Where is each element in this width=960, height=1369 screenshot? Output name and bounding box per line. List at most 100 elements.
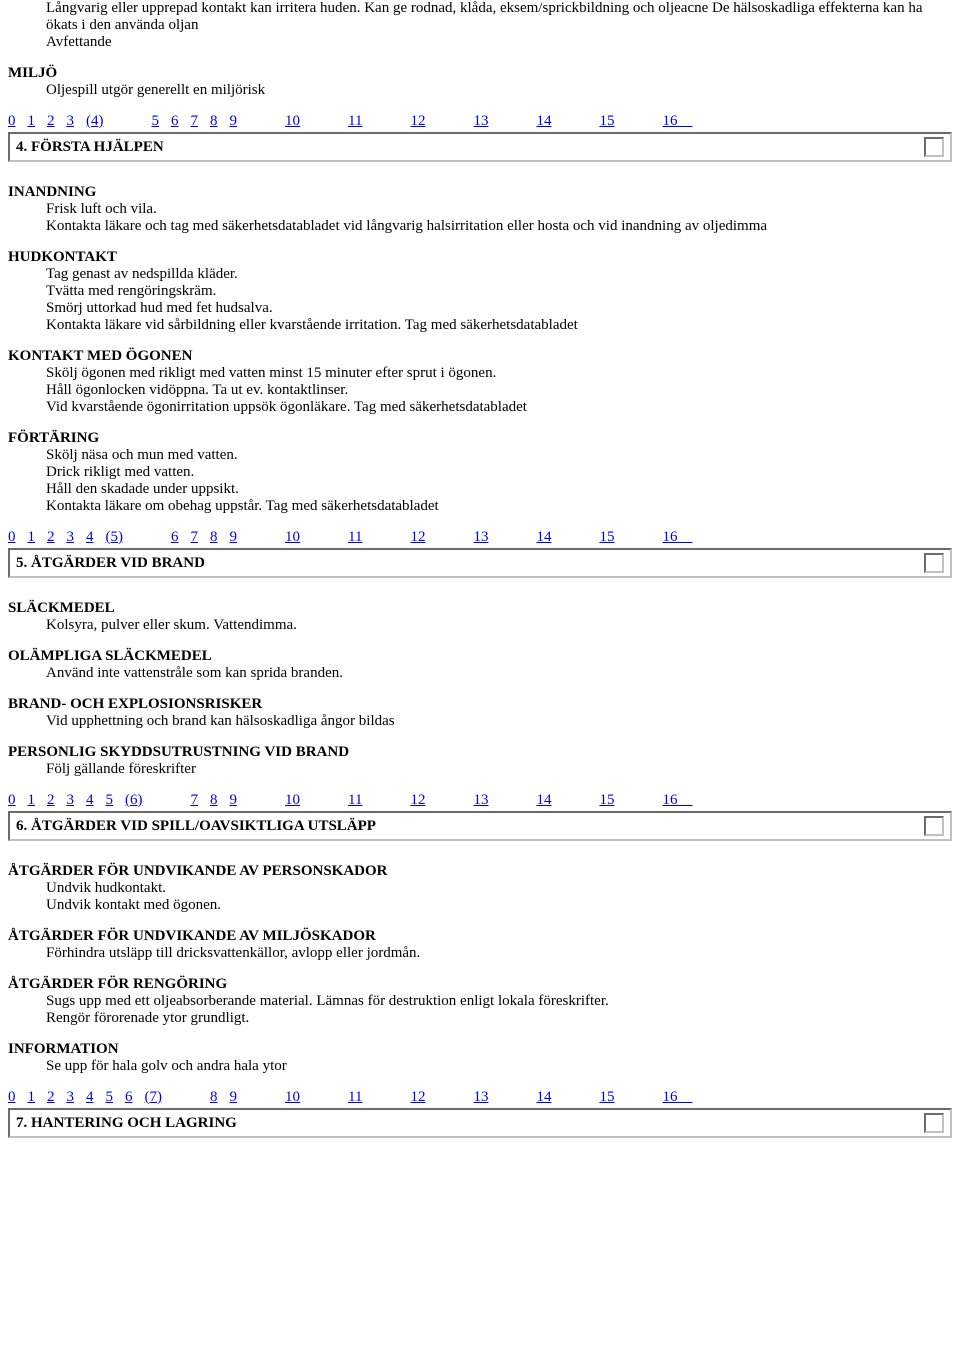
s6-l2: Förhindra utsläpp till dricksvattenkällo…	[8, 945, 952, 962]
nav-link[interactable]: 0	[8, 529, 16, 545]
s6-h1: ÅTGÄRDER FÖR UNDVIKANDE AV PERSONSKADOR	[8, 863, 952, 880]
nav-link[interactable]: 10	[285, 1089, 300, 1105]
nav-link[interactable]: 3	[67, 529, 75, 545]
nav-link[interactable]: 13	[473, 529, 488, 545]
nav-link[interactable]: 14	[536, 1089, 551, 1105]
nav-link[interactable]: 14	[536, 792, 551, 808]
nav-link[interactable]: 1	[28, 1089, 36, 1105]
nav-link[interactable]: 0	[8, 792, 16, 808]
nav-link[interactable]: 15	[599, 1089, 614, 1105]
s4-l1b: Kontakta läkare och tag med säkerhetsdat…	[8, 218, 952, 235]
nav-link[interactable]: 16	[662, 529, 677, 545]
nav-link[interactable]: 0	[8, 1089, 16, 1105]
s4-l4c: Håll den skadade under uppsikt.	[8, 481, 952, 498]
nav-link[interactable]: 8	[210, 1089, 218, 1105]
nav-link[interactable]: (6)	[125, 792, 143, 808]
nav-tail[interactable]	[677, 529, 692, 545]
s4-l3b: Håll ögonlocken vidöppna. Ta ut ev. kont…	[8, 382, 952, 399]
nav-link[interactable]: 12	[410, 529, 425, 545]
nav-tail[interactable]	[677, 113, 692, 129]
nav-link[interactable]: 8	[210, 113, 218, 129]
nav-link[interactable]: 1	[28, 792, 36, 808]
collapse-box-icon[interactable]	[924, 553, 944, 573]
nav-link[interactable]: 13	[473, 113, 488, 129]
s4-l2d: Kontakta läkare vid sårbildning eller kv…	[8, 317, 952, 334]
nav-link[interactable]: 13	[473, 1089, 488, 1105]
collapse-box-icon[interactable]	[924, 137, 944, 157]
top-line1: Långvarig eller upprepad kontakt kan irr…	[8, 0, 952, 34]
nav-tail[interactable]	[677, 792, 692, 808]
nav-link[interactable]: 12	[410, 1089, 425, 1105]
nav-link[interactable]: 4	[86, 792, 94, 808]
nav-link[interactable]: 5	[106, 1089, 114, 1105]
nav-link[interactable]: 13	[473, 792, 488, 808]
nav-link[interactable]: 2	[47, 113, 55, 129]
env-line: Oljespill utgör generellt en miljörisk	[8, 82, 952, 99]
nav-link[interactable]: 16	[662, 792, 677, 808]
nav-link[interactable]: 1	[28, 113, 36, 129]
nav-link[interactable]: 2	[47, 792, 55, 808]
nav-link[interactable]: 10	[285, 792, 300, 808]
nav-link[interactable]: 15	[599, 529, 614, 545]
s5-l2: Använd inte vattenstråle som kan sprida …	[8, 665, 952, 682]
nav-link[interactable]: 3	[67, 113, 75, 129]
nav-link[interactable]: (4)	[86, 113, 104, 129]
nav-link[interactable]: 10	[285, 529, 300, 545]
collapse-box-icon[interactable]	[924, 1113, 944, 1133]
nav-link[interactable]: (7)	[145, 1089, 163, 1105]
nav-link[interactable]: 11	[348, 113, 362, 129]
s5-h1: SLÄCKMEDEL	[8, 600, 952, 617]
s5-h4: PERSONLIG SKYDDSUTRUSTNING VID BRAND	[8, 744, 952, 761]
nav-link[interactable]: 2	[47, 529, 55, 545]
section-nav-7: 0123456(7)8910111213141516	[8, 1089, 952, 1106]
s5-h3: BRAND- OCH EXPLOSIONSRISKER	[8, 696, 952, 713]
nav-link[interactable]: 3	[67, 792, 75, 808]
nav-link[interactable]: 4	[86, 529, 94, 545]
section-nav-6: 012345(6)78910111213141516	[8, 792, 952, 809]
nav-tail[interactable]	[677, 1089, 692, 1105]
nav-link[interactable]: 14	[536, 529, 551, 545]
s4-h4: FÖRTÄRING	[8, 430, 952, 447]
nav-link[interactable]: 7	[191, 529, 199, 545]
nav-link[interactable]: 16	[662, 113, 677, 129]
nav-link[interactable]: 11	[348, 1089, 362, 1105]
nav-link[interactable]: 8	[210, 529, 218, 545]
nav-link[interactable]: 2	[47, 1089, 55, 1105]
s6-l3a: Sugs upp med ett oljeabsorberande materi…	[8, 993, 952, 1010]
nav-link[interactable]: (5)	[106, 529, 124, 545]
nav-link[interactable]: 6	[171, 113, 179, 129]
s6-l3b: Rengör förorenade ytor grundligt.	[8, 1010, 952, 1027]
nav-link[interactable]: 6	[171, 529, 179, 545]
nav-link[interactable]: 8	[210, 792, 218, 808]
section-bar-5: 5. ÅTGÄRDER VID BRAND	[8, 548, 952, 578]
collapse-box-icon[interactable]	[924, 816, 944, 836]
section-title-7: 7. HANTERING OCH LAGRING	[16, 1115, 237, 1132]
section-nav-5: 01234(5)678910111213141516	[8, 529, 952, 546]
nav-link[interactable]: 9	[230, 529, 238, 545]
nav-link[interactable]: 15	[599, 792, 614, 808]
nav-link[interactable]: 4	[86, 1089, 94, 1105]
nav-link[interactable]: 14	[536, 113, 551, 129]
nav-link[interactable]: 3	[67, 1089, 75, 1105]
s4-l4a: Skölj näsa och mun med vatten.	[8, 447, 952, 464]
nav-link[interactable]: 6	[125, 1089, 133, 1105]
nav-link[interactable]: 16	[662, 1089, 677, 1105]
nav-link[interactable]: 10	[285, 113, 300, 129]
nav-link[interactable]: 9	[230, 792, 238, 808]
nav-link[interactable]: 11	[348, 792, 362, 808]
s4-l4b: Drick rikligt med vatten.	[8, 464, 952, 481]
s4-l1a: Frisk luft och vila.	[8, 201, 952, 218]
nav-link[interactable]: 0	[8, 113, 16, 129]
nav-link[interactable]: 5	[152, 113, 160, 129]
s5-l3: Vid upphettning och brand kan hälsoskadl…	[8, 713, 952, 730]
nav-link[interactable]: 12	[410, 792, 425, 808]
nav-link[interactable]: 1	[28, 529, 36, 545]
nav-link[interactable]: 5	[106, 792, 114, 808]
nav-link[interactable]: 9	[230, 1089, 238, 1105]
nav-link[interactable]: 7	[191, 792, 199, 808]
nav-link[interactable]: 7	[191, 113, 199, 129]
nav-link[interactable]: 9	[230, 113, 238, 129]
nav-link[interactable]: 11	[348, 529, 362, 545]
nav-link[interactable]: 12	[410, 113, 425, 129]
nav-link[interactable]: 15	[599, 113, 614, 129]
